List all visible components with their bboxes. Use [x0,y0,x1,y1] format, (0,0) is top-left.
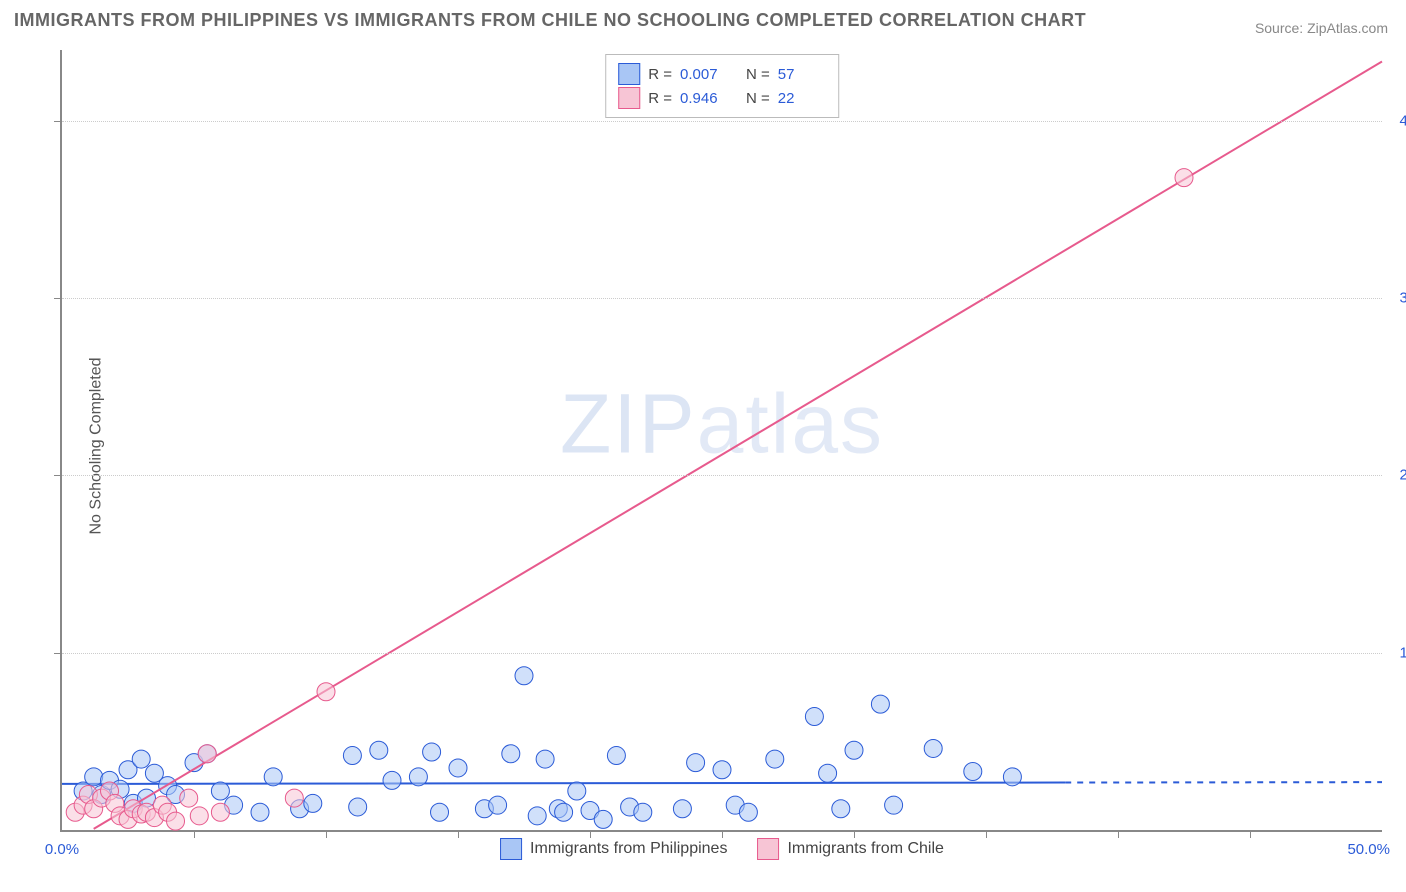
r-label: R = [648,66,672,83]
gridline-h [62,653,1382,654]
data-point [285,789,303,807]
x-tick-mark [854,830,855,838]
data-point [449,759,467,777]
n-label: N = [746,66,770,83]
data-point [1175,169,1193,187]
data-point [924,739,942,757]
y-tick-mark [54,475,62,476]
y-tick-mark [54,653,62,654]
chart-title: IMMIGRANTS FROM PHILIPPINES VS IMMIGRANT… [14,10,1086,31]
y-tick-label: 20.0% [1387,467,1406,484]
data-point [317,683,335,701]
y-tick-label: 10.0% [1387,644,1406,661]
x-tick-mark [1118,830,1119,838]
data-point [634,803,652,821]
n-label: N = [746,90,770,107]
data-point [594,810,612,828]
data-point [832,800,850,818]
data-point [871,695,889,713]
data-point [370,741,388,759]
data-point [568,782,586,800]
x-tick-mark [1250,830,1251,838]
legend-series-item: Immigrants from Chile [757,838,943,860]
x-max-label: 50.0% [1347,841,1390,858]
legend-stat-row: R = 0.007 N = 57 [618,63,826,85]
r-value: 0.946 [680,90,728,107]
y-tick-mark [54,121,62,122]
n-value: 57 [778,66,826,83]
x-tick-mark [590,830,591,838]
data-point [528,807,546,825]
data-point [515,667,533,685]
data-point [423,743,441,761]
series-legend: Immigrants from Philippines Immigrants fr… [500,838,944,860]
data-point [555,803,573,821]
data-point [349,798,367,816]
data-point [211,782,229,800]
x-tick-mark [986,830,987,838]
data-point [190,807,208,825]
data-point [1003,768,1021,786]
data-point [819,764,837,782]
data-point [383,771,401,789]
gridline-h [62,475,1382,476]
legend-swatch [500,838,522,860]
data-point [673,800,691,818]
data-point [805,708,823,726]
data-point [431,803,449,821]
data-point [964,763,982,781]
data-point [885,796,903,814]
x-tick-mark [326,830,327,838]
data-point [85,768,103,786]
data-point [766,750,784,768]
data-point [502,745,520,763]
plot-area: ZIPatlas R =0.007N =57R =0.946N =22 0.0%… [60,50,1382,832]
data-point [739,803,757,821]
legend-stat-row: R = 0.946 N = 22 [618,87,826,109]
data-point [845,741,863,759]
x-tick-mark [194,830,195,838]
y-tick-label: 40.0% [1387,112,1406,129]
data-point [264,768,282,786]
data-point [167,812,185,830]
legend-series-item: Immigrants from Philippines [500,838,727,860]
legend-swatch [618,87,640,109]
trend-line [62,783,1065,784]
legend-series-label: Immigrants from Philippines [530,840,727,858]
data-point [687,754,705,772]
data-point [409,768,427,786]
x-tick-mark [458,830,459,838]
data-point [489,796,507,814]
data-point [304,794,322,812]
data-point [198,745,216,763]
n-value: 22 [778,90,826,107]
r-label: R = [648,90,672,107]
data-point [343,747,361,765]
gridline-h [62,298,1382,299]
source-attribution: Source: ZipAtlas.com [1255,20,1388,36]
x-tick-mark [722,830,723,838]
data-point [180,789,198,807]
y-tick-label: 30.0% [1387,290,1406,307]
gridline-h [62,121,1382,122]
legend-series-label: Immigrants from Chile [787,840,943,858]
y-tick-mark [54,298,62,299]
x-origin-label: 0.0% [45,841,79,858]
legend-swatch [618,63,640,85]
r-value: 0.007 [680,66,728,83]
data-point [536,750,554,768]
data-point [251,803,269,821]
data-point [211,803,229,821]
data-point [713,761,731,779]
legend-swatch [757,838,779,860]
data-point [132,750,150,768]
correlation-legend: R = 0.007 N = 57 R = 0.946 N = 22 [605,54,839,118]
data-point [607,747,625,765]
chart-svg [62,50,1382,830]
